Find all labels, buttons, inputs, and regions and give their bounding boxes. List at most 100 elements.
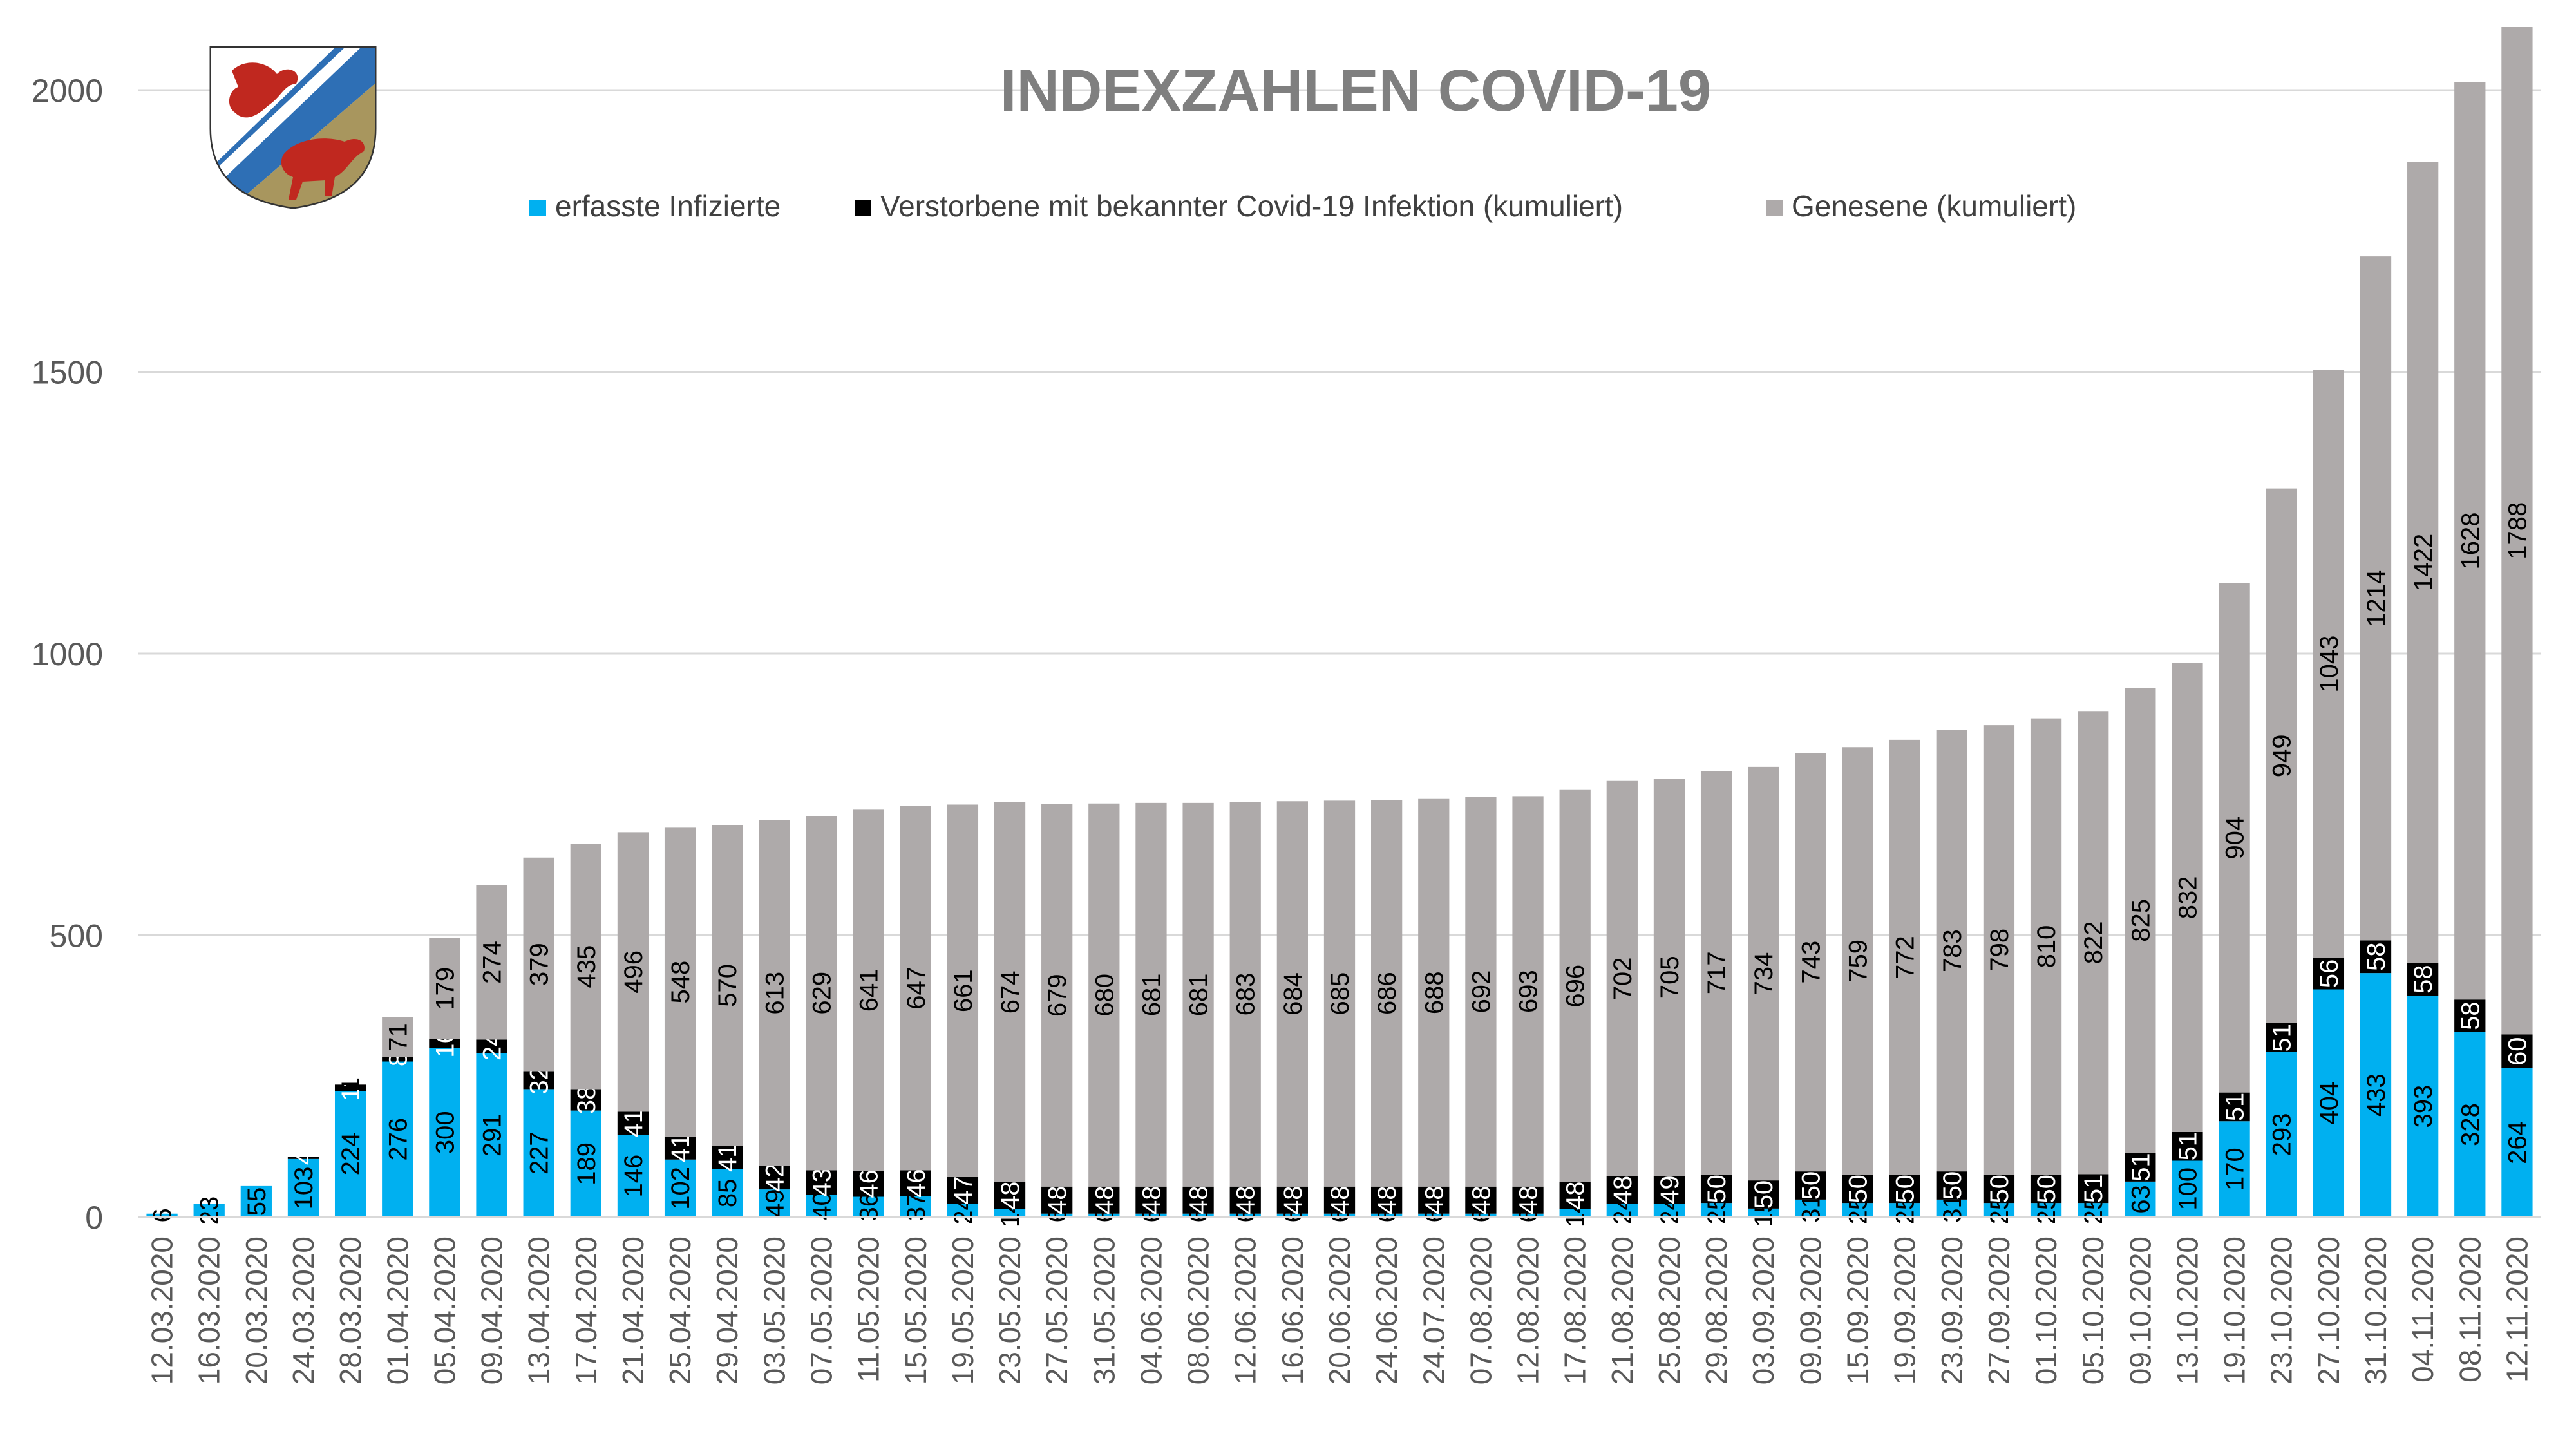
bar-deceased	[2501, 1034, 2533, 1068]
bar-infected	[1983, 1203, 2015, 1217]
bar-deceased	[1559, 1182, 1591, 1209]
data-label: 103	[290, 1167, 318, 1210]
x-tick-label: 23.05.2020	[993, 1236, 1027, 1384]
data-label: 42	[761, 1164, 789, 1193]
bar-infected	[1465, 1213, 1497, 1217]
data-label: 300	[431, 1111, 459, 1154]
data-label: 825	[2126, 899, 2155, 942]
x-tick-label: 13.10.2020	[2170, 1236, 2204, 1384]
x-tick-label: 23.09.2020	[1935, 1236, 1969, 1384]
bar-deceased	[476, 1039, 507, 1053]
bar-deceased	[617, 1111, 649, 1135]
data-label: 734	[1750, 952, 1778, 996]
data-label: 48	[1279, 1186, 1307, 1215]
bar-recovered	[570, 844, 601, 1090]
data-label: 647	[902, 967, 931, 1010]
bar-deceased	[759, 1166, 790, 1190]
data-label: 71	[384, 1023, 412, 1052]
data-label: 85	[714, 1179, 742, 1208]
data-label: 696	[1562, 965, 1590, 1008]
data-label: 51	[2079, 1175, 2108, 1204]
data-label: 146	[620, 1155, 648, 1198]
bar-recovered	[1653, 779, 1685, 1176]
data-label: 51	[2126, 1153, 2155, 1182]
x-tick-label: 07.08.2020	[1464, 1236, 1497, 1384]
data-label: 1214	[2362, 570, 2391, 627]
data-label: 1788	[2503, 502, 2532, 560]
data-label: 50	[1938, 1171, 1967, 1200]
bar-infected	[334, 1091, 366, 1217]
bar-deceased	[334, 1084, 366, 1091]
bar-infected	[1795, 1199, 1826, 1217]
bar-deceased	[1135, 1186, 1167, 1214]
data-label: 41	[620, 1109, 648, 1138]
bar-recovered	[382, 1017, 413, 1057]
bar-recovered	[1135, 802, 1167, 1187]
bar-recovered	[2454, 82, 2486, 1000]
bar-infected	[1276, 1213, 1308, 1217]
data-label: 693	[1515, 970, 1543, 1013]
data-label: 686	[1373, 972, 1401, 1015]
bar-recovered	[1748, 766, 1779, 1181]
bar-deceased	[947, 1176, 979, 1204]
bar-infected	[1088, 1213, 1120, 1217]
bar-group: 293 51 949	[2266, 488, 2297, 1217]
bar-recovered	[1559, 789, 1591, 1182]
data-label: 48	[1609, 1176, 1637, 1205]
legend-item-deceased: Verstorbene mit bekannter Covid-19 Infek…	[855, 189, 1623, 223]
x-tick-label: 31.05.2020	[1087, 1236, 1121, 1384]
bar-recovered	[900, 806, 931, 1171]
data-label: 41	[667, 1134, 695, 1163]
data-label: 49	[1656, 1175, 1684, 1204]
bar-infected	[2313, 989, 2345, 1217]
bar-deceased	[2219, 1092, 2250, 1122]
bar-deceased	[1229, 1186, 1261, 1214]
data-label: 48	[1137, 1186, 1166, 1215]
bar-infected	[476, 1053, 507, 1217]
data-label: 55	[243, 1187, 271, 1216]
bar-recovered	[476, 885, 507, 1040]
bar-infected	[2360, 973, 2392, 1217]
bar-infected	[900, 1196, 931, 1217]
data-label: 48	[996, 1182, 1025, 1211]
legend-item-infected: erfasste Infizierte	[529, 189, 781, 223]
x-tick-label: 21.04.2020	[616, 1236, 650, 1384]
bar-infected	[806, 1195, 837, 1217]
data-label: 41	[714, 1143, 742, 1172]
data-label: 1043	[2315, 636, 2344, 693]
bar-deceased	[1795, 1171, 1826, 1200]
x-tick-label: 28.03.2020	[334, 1236, 367, 1384]
data-label: 743	[1797, 941, 1825, 984]
chart-title: INDEXZAHLEN COVID-19	[1000, 58, 1711, 124]
bar-infected	[2501, 1068, 2533, 1217]
bar-deceased	[429, 1039, 460, 1048]
bar-deceased	[806, 1170, 837, 1195]
bar-deceased	[664, 1136, 696, 1160]
data-label: 705	[1656, 956, 1684, 999]
x-tick-label: 01.10.2020	[2029, 1236, 2063, 1384]
data-label: 51	[2174, 1132, 2202, 1161]
data-label: 702	[1609, 958, 1637, 1001]
bar-deceased	[1983, 1175, 2015, 1204]
x-tick-label: 20.03.2020	[240, 1236, 273, 1384]
data-label: 435	[573, 945, 601, 988]
data-label: 227	[526, 1131, 554, 1175]
bar-infected	[1606, 1204, 1638, 1217]
data-label: 60	[2503, 1037, 2532, 1066]
x-tick-label: 29.04.2020	[710, 1236, 744, 1384]
bar-deceased	[523, 1071, 554, 1090]
